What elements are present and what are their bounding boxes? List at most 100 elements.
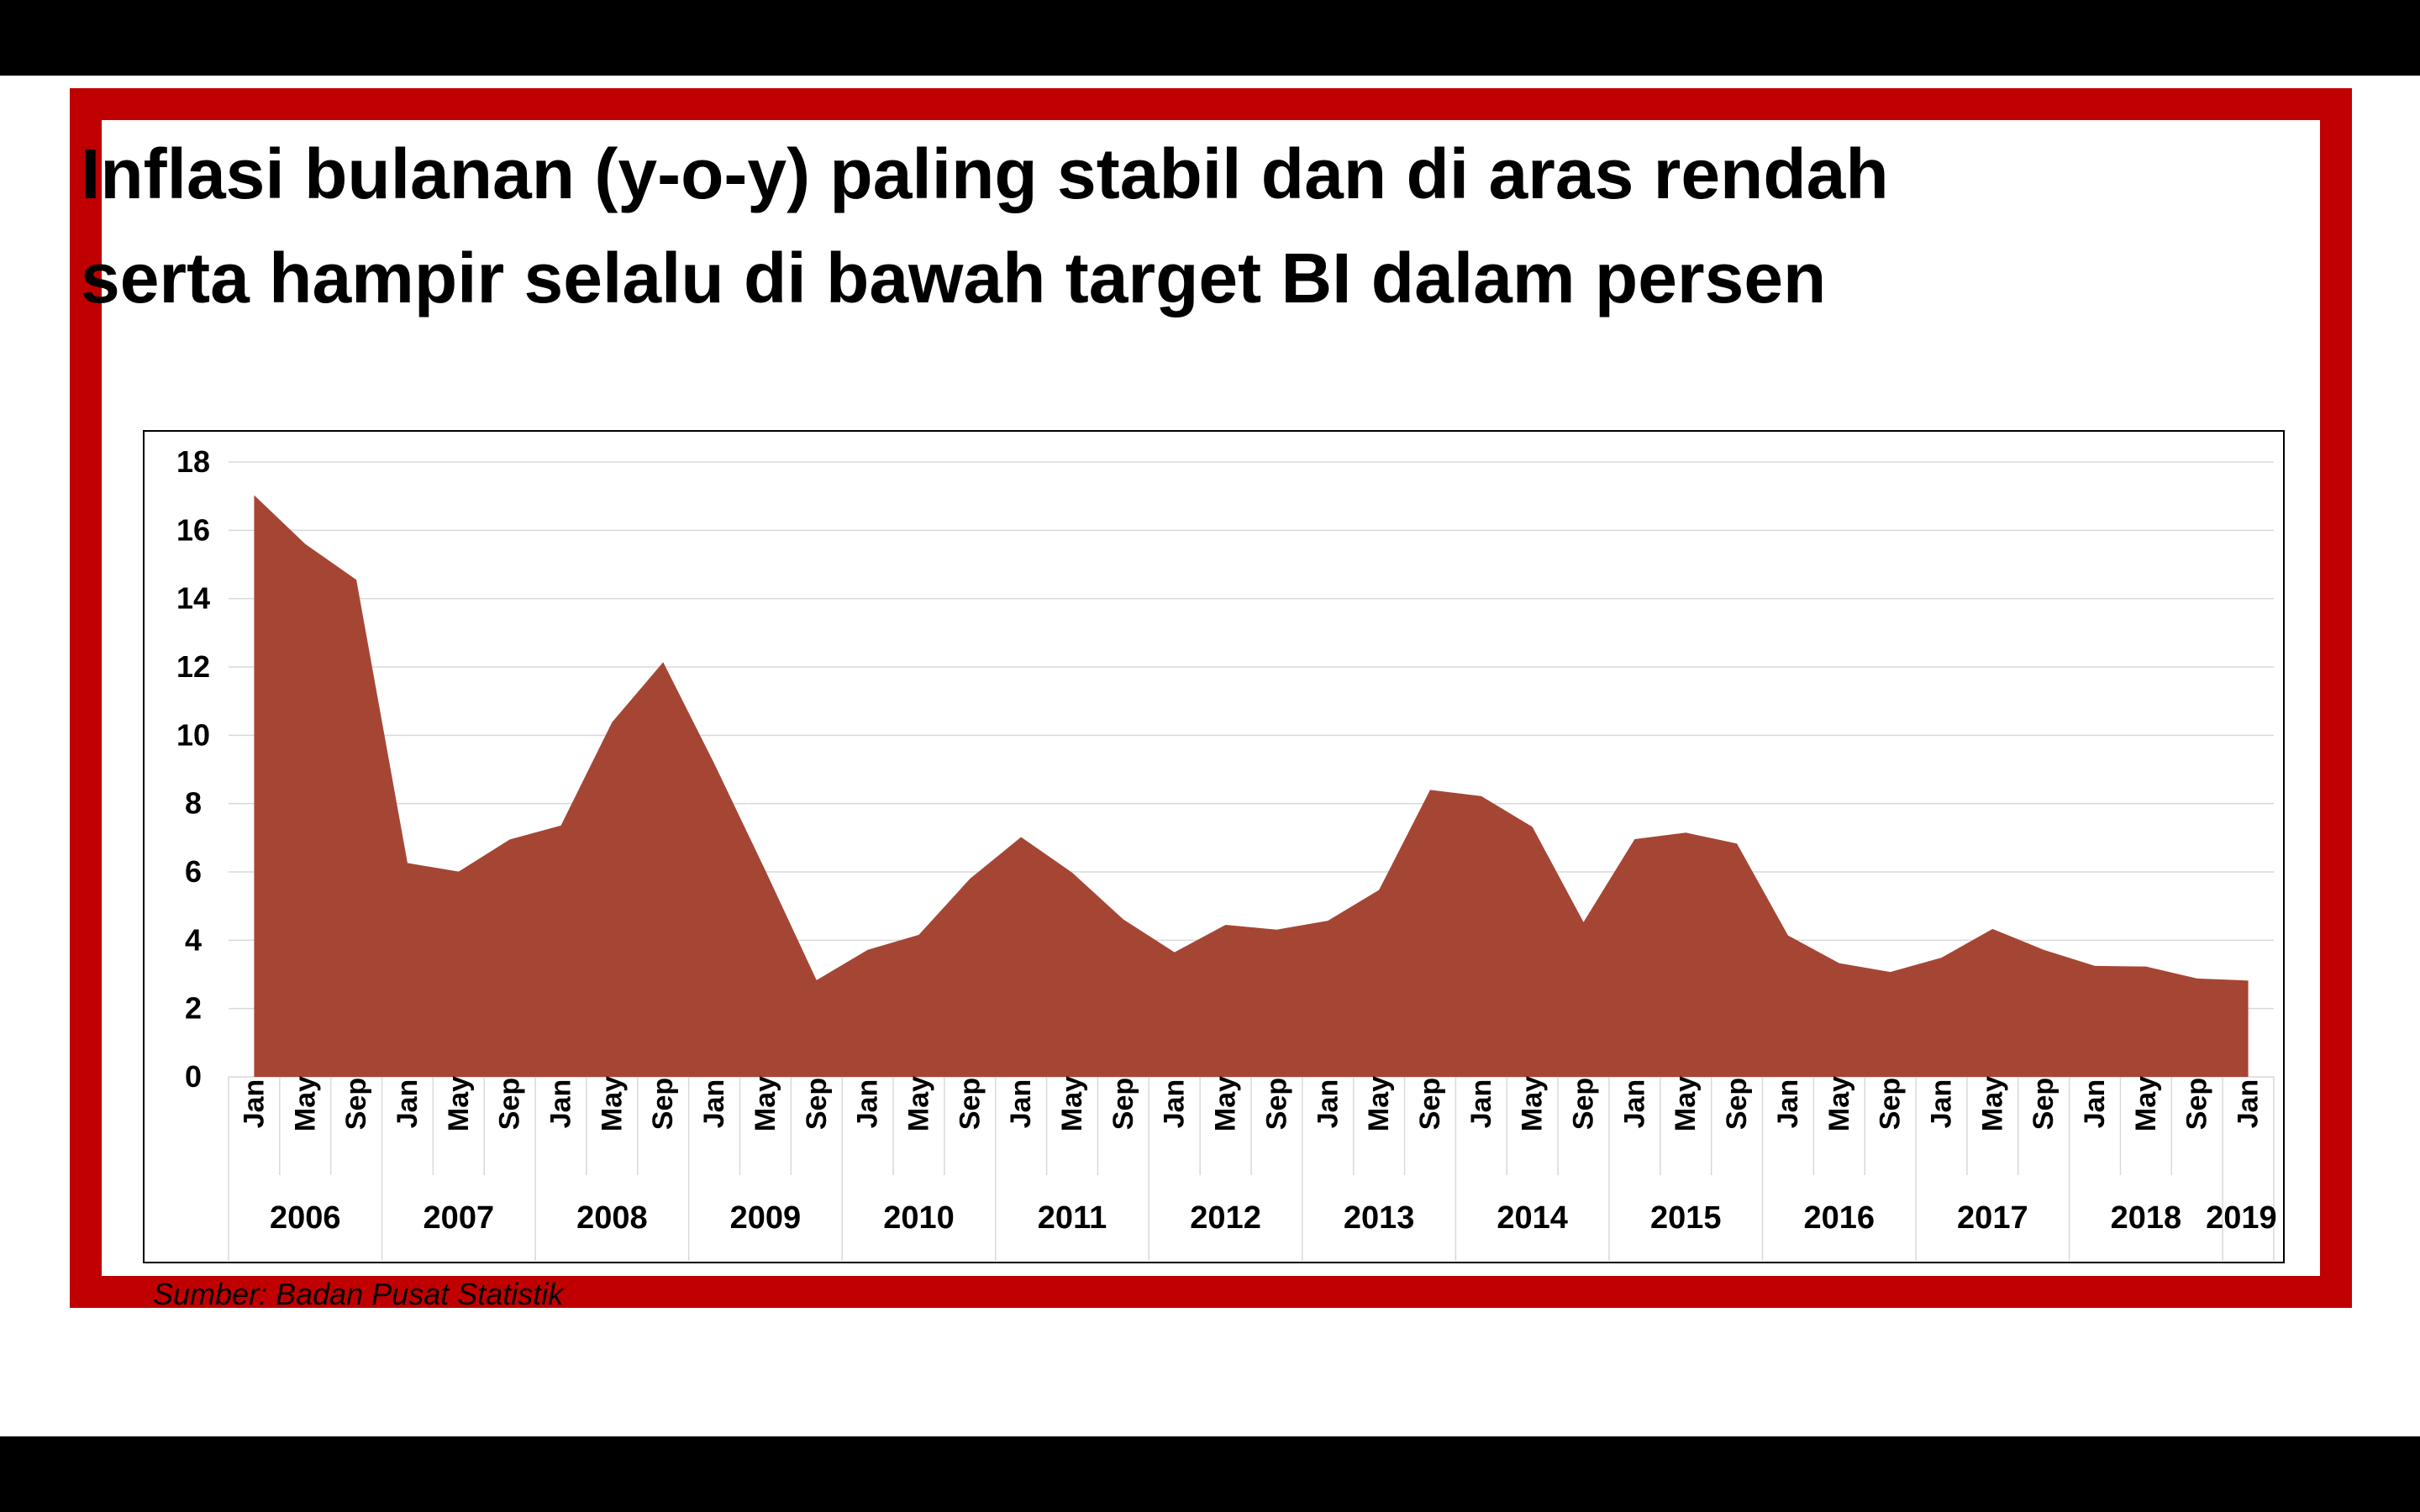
data-point <box>1888 969 1893 974</box>
data-point <box>763 868 768 873</box>
data-point <box>1632 837 1637 842</box>
month-tick-label: Jan <box>698 1079 730 1129</box>
y-tick-label: 0 <box>185 1059 202 1094</box>
month-tick-label: May <box>596 1076 628 1131</box>
month-tick-label: Sep <box>1875 1078 1907 1130</box>
month-tick-label: Jan <box>2079 1079 2111 1129</box>
month-tick-label: Sep <box>2181 1078 2213 1130</box>
data-point <box>967 876 972 881</box>
data-point <box>1786 933 1791 938</box>
year-tick-label: 2012 <box>1190 1200 1261 1236</box>
month-tick-label: Sep <box>647 1078 679 1130</box>
month-tick-label: Jan <box>2233 1079 2265 1129</box>
data-point <box>1479 794 1484 799</box>
month-tick-label: Sep <box>2028 1078 2060 1130</box>
month-tick-label: Sep <box>1414 1078 1446 1130</box>
month-tick-label: Sep <box>1568 1078 1600 1130</box>
source-note: Sumber: Badan Pusat Statistik <box>153 1277 564 1311</box>
year-tick-label: 2017 <box>1957 1200 2028 1236</box>
month-tick-label: Jan <box>852 1079 884 1129</box>
month-tick-label: May <box>1210 1076 1242 1131</box>
month-tick-label: Jan <box>1159 1079 1191 1129</box>
data-point <box>712 761 717 766</box>
data-point <box>1121 917 1126 922</box>
month-tick-label: Jan <box>545 1079 577 1129</box>
data-point <box>456 869 461 874</box>
data-point <box>1223 922 1228 927</box>
month-tick-label: May <box>1823 1076 1855 1131</box>
month-tick-label: Sep <box>954 1078 986 1130</box>
month-tick-label: Sep <box>801 1078 833 1130</box>
area-series <box>254 495 2251 1077</box>
month-tick-label: May <box>902 1076 934 1131</box>
data-point <box>1530 824 1535 829</box>
month-tick-label: May <box>1517 1076 1549 1131</box>
data-point <box>1376 888 1381 893</box>
year-tick-label: 2008 <box>576 1200 648 1236</box>
data-point <box>1018 835 1023 840</box>
data-point <box>1070 870 1075 875</box>
data-point <box>865 948 871 953</box>
data-point <box>2041 948 2046 953</box>
y-tick-label: 18 <box>176 444 210 479</box>
year-tick-label: 2016 <box>1804 1200 1876 1236</box>
month-tick-label: May <box>1976 1076 2008 1131</box>
year-tick-label: 2014 <box>1497 1200 1568 1236</box>
month-tick-label: Sep <box>1260 1078 1292 1130</box>
data-point <box>1837 961 1842 966</box>
data-point <box>354 577 359 582</box>
data-point <box>1734 841 1739 846</box>
month-tick-label: Jan <box>1312 1079 1344 1129</box>
y-tick-label: 14 <box>176 581 210 616</box>
data-point <box>1428 787 1433 792</box>
y-tick-label: 2 <box>185 991 202 1026</box>
data-point <box>1939 955 1944 960</box>
year-tick-label: 2013 <box>1344 1200 1415 1236</box>
year-tick-label: 2019 <box>2206 1200 2277 1236</box>
month-tick-label: May <box>289 1076 321 1131</box>
month-tick-label: Sep <box>1107 1078 1139 1130</box>
month-tick-label: May <box>1056 1076 1088 1131</box>
month-tick-label: Jan <box>1772 1079 1804 1129</box>
data-point <box>1581 920 1586 925</box>
year-tick-label: 2015 <box>1650 1200 1722 1236</box>
data-point <box>508 837 513 842</box>
inflation-area-chart: 0 2 4 6 8 10 12 14 16 18 Jan May Sep Jan May Sep Jan May… <box>176 444 2277 1261</box>
data-point <box>2144 964 2149 969</box>
data-point <box>2246 978 2251 983</box>
year-tick-label: 2018 <box>2111 1200 2182 1236</box>
data-point <box>1274 927 1279 932</box>
data-point <box>2092 963 2097 969</box>
y-tick-label: 10 <box>176 717 210 752</box>
data-point <box>814 978 819 983</box>
month-tick-label: Sep <box>494 1078 526 1130</box>
data-point <box>2195 976 2200 981</box>
inflation-area <box>254 495 2249 1077</box>
data-point <box>1990 927 1995 932</box>
data-point <box>559 823 564 828</box>
data-point <box>405 860 410 865</box>
y-axis-tick-labels: 0 2 4 6 8 10 12 14 16 18 <box>176 444 210 1094</box>
month-tick-label: Jan <box>1925 1079 1957 1129</box>
month-tick-label: Jan <box>1465 1079 1497 1129</box>
y-tick-label: 12 <box>176 649 210 684</box>
x-axis: Jan May Sep Jan May Sep Jan May Sep Jan May Sep Jan M… <box>228 1076 2277 1261</box>
y-tick-label: 4 <box>185 922 202 957</box>
year-tick-label: 2009 <box>730 1200 802 1236</box>
title-line-2: serta hampir selalu di bawah target BI d… <box>81 239 1827 318</box>
data-point <box>1325 918 1330 923</box>
month-tick-label: Jan <box>392 1079 424 1129</box>
month-tick-label: Jan <box>1618 1079 1650 1129</box>
data-point <box>916 932 921 937</box>
month-tick-label: May <box>443 1076 475 1131</box>
data-point <box>609 720 614 725</box>
month-tick-label: May <box>1670 1076 1702 1131</box>
month-tick-label: Sep <box>1721 1078 1753 1130</box>
chart-box: 0 2 4 6 8 10 12 14 16 18 Jan May Sep Jan May Sep Jan May… <box>143 430 2285 1263</box>
month-tick-label: May <box>750 1076 781 1131</box>
year-tick-label: 2010 <box>883 1200 955 1236</box>
data-point <box>1172 950 1177 955</box>
title-line-1: Inflasi bulanan (y-o-y) paling stabil da… <box>81 134 1889 213</box>
data-point <box>302 542 308 547</box>
month-tick-label: Sep <box>340 1078 372 1130</box>
